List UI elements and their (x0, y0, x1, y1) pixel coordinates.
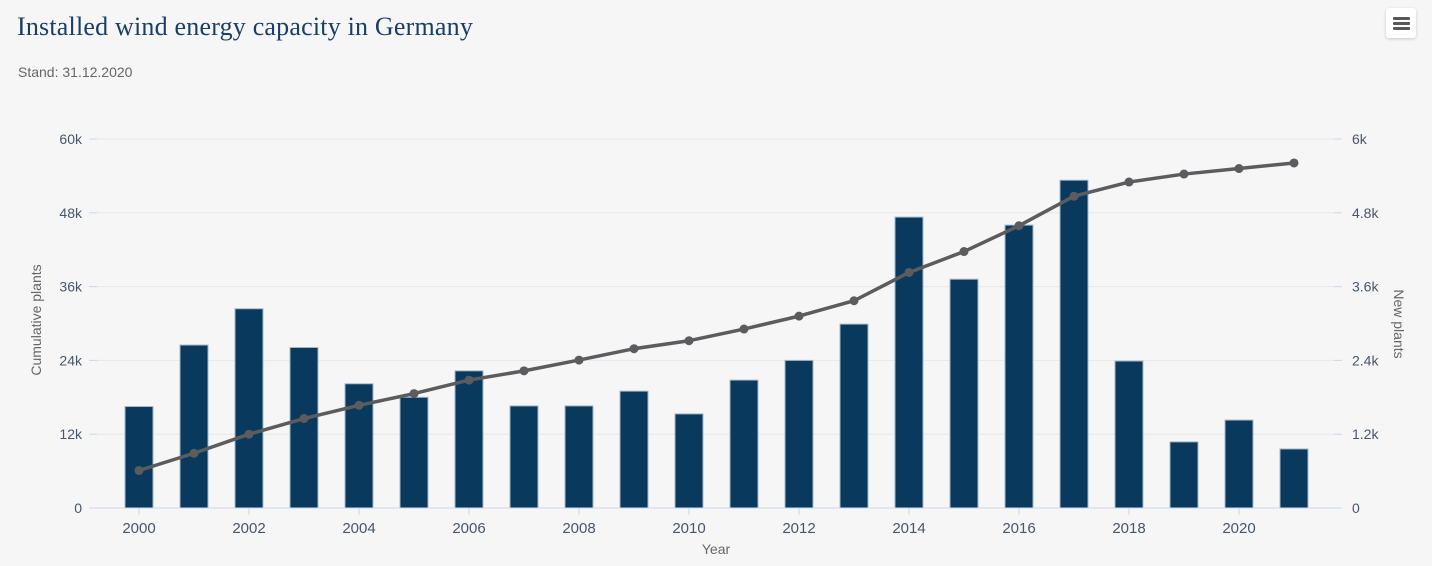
x-axis-tick-label: 2016 (1002, 520, 1035, 537)
line-marker-2014[interactable] (904, 267, 914, 277)
line-marker-2012[interactable] (794, 311, 804, 321)
right-axis-tick-label: 2.4k (1352, 352, 1379, 368)
right-axis-tick-label: 1.2k (1352, 426, 1379, 442)
bar-2011[interactable] (729, 379, 759, 509)
right-axis-tick-label: 3.6k (1352, 279, 1379, 295)
right-axis-tick-label: 4.8k (1352, 205, 1379, 221)
bar-2020[interactable] (1224, 419, 1254, 509)
left-axis-tick-label: 36k (59, 279, 83, 295)
line-marker-2008[interactable] (574, 355, 584, 365)
bar-2005[interactable] (399, 396, 429, 509)
x-axis-tick-label: 2020 (1222, 520, 1255, 537)
line-marker-2006[interactable] (464, 375, 474, 385)
cumulative-line (138, 161, 1295, 473)
line-marker-2019[interactable] (1179, 169, 1189, 179)
right-axis-title: New plants (1391, 289, 1407, 359)
line-marker-2013[interactable] (849, 296, 859, 306)
bar-2000[interactable] (124, 406, 154, 509)
left-axis-tick-label: 0 (74, 500, 82, 516)
bar-2006[interactable] (454, 370, 484, 509)
x-axis-tick-label: 2012 (782, 520, 815, 537)
bar-2018[interactable] (1114, 360, 1144, 509)
x-axis-tick-label: 2000 (122, 520, 155, 537)
right-axis-tick-label: 6k (1352, 131, 1368, 147)
line-marker-2010[interactable] (684, 336, 694, 346)
line-marker-2002[interactable] (244, 429, 254, 439)
line-marker-2005[interactable] (409, 389, 419, 399)
line-marker-2009[interactable] (629, 344, 639, 354)
line-marker-2021[interactable] (1289, 158, 1299, 168)
x-axis-tick-label: 2010 (672, 520, 705, 537)
left-axis-tick-label: 48k (59, 205, 83, 221)
x-axis-tick-label: 2004 (342, 520, 375, 537)
chart-title: Installed wind energy capacity in German… (17, 12, 474, 41)
x-axis-tick-label: 2006 (452, 520, 485, 537)
chart-subtitle: Stand: 31.12.2020 (18, 64, 133, 80)
left-axis-tick-label: 24k (59, 352, 83, 368)
left-axis-tick-label: 60k (59, 131, 83, 147)
line-marker-2004[interactable] (354, 400, 364, 410)
bar-2012[interactable] (784, 359, 814, 509)
hamburger-menu-icon (1392, 26, 1410, 30)
chart-context-menu-button[interactable] (1386, 8, 1416, 38)
bar-2019[interactable] (1169, 441, 1199, 509)
right-axis-tick-label: 0 (1352, 500, 1360, 516)
x-axis-tick-label: 2002 (232, 520, 265, 537)
left-axis-title: Cumulative plants (28, 264, 44, 376)
x-axis-tick-label: 2008 (562, 520, 595, 537)
line-marker-2015[interactable] (959, 247, 969, 257)
bar-2016[interactable] (1004, 224, 1034, 509)
line-marker-2011[interactable] (739, 324, 749, 334)
left-axis-tick-label: 12k (59, 426, 83, 442)
line-marker-2003[interactable] (299, 414, 309, 424)
bar-2014[interactable] (894, 216, 924, 509)
line-marker-2000[interactable] (134, 465, 144, 475)
bar-2015[interactable] (949, 278, 979, 509)
bar-2007[interactable] (509, 405, 539, 509)
x-axis-title: Year (701, 541, 731, 557)
bar-2017[interactable] (1059, 179, 1089, 509)
bar-2002[interactable] (234, 308, 264, 509)
line-marker-2007[interactable] (519, 366, 529, 376)
line-marker-2018[interactable] (1124, 177, 1134, 187)
bar-2003[interactable] (289, 346, 319, 509)
hamburger-menu-icon (1392, 21, 1410, 25)
x-axis-tick-label: 2018 (1112, 520, 1145, 537)
bar-2010[interactable] (674, 413, 704, 509)
hamburger-menu-icon (1392, 16, 1410, 20)
line-marker-2001[interactable] (189, 448, 199, 458)
x-axis-tick-label: 2014 (892, 520, 925, 537)
line-marker-2017[interactable] (1069, 191, 1079, 201)
bar-2013[interactable] (839, 323, 869, 509)
bar-2008[interactable] (564, 405, 594, 509)
bar-2001[interactable] (179, 344, 209, 509)
line-marker-2020[interactable] (1234, 164, 1244, 174)
bar-2009[interactable] (619, 390, 649, 509)
bar-2021[interactable] (1279, 448, 1309, 509)
line-marker-2016[interactable] (1014, 221, 1024, 231)
